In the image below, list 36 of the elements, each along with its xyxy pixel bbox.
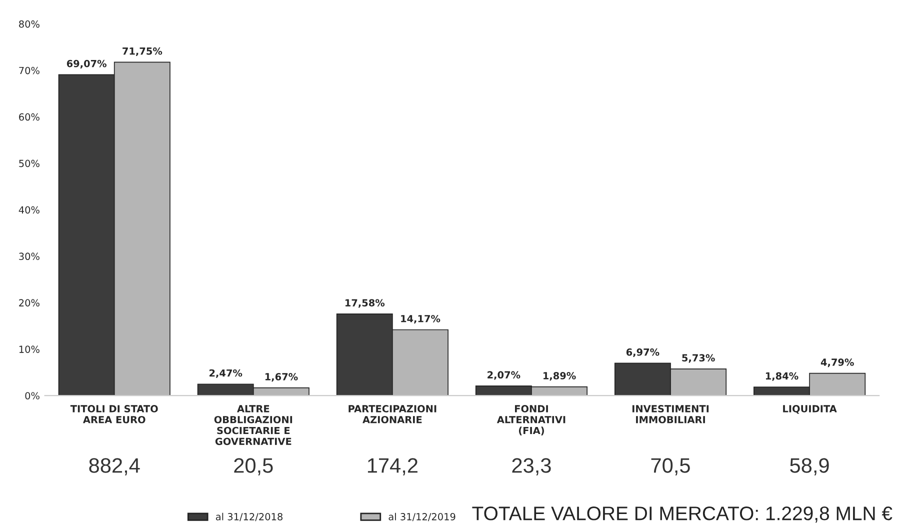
x-tick-label: PARTECIPAZIONI AZIONARIE [348,405,436,424]
y-tick-label: 20% [19,299,40,306]
x-tick-label: LIQUIDITA [783,405,837,414]
x-tick-label: ALTRE OBBLIGAZIONI SOCIETARIE E GOVERNATIVE [214,405,292,446]
x-tick-label: INVESTIMENTI IMMOBILIARI [632,405,709,424]
text: 70,5 [651,458,690,476]
data-label: 69,07% [66,60,106,68]
y-tick-label: 40% [18,206,40,214]
data-label: 2,07% [488,371,520,380]
y-tick-label: 50% [19,160,40,168]
text: 174,2 [368,458,418,476]
x-tick-label: FONDI ALTERNATIVI (FIA) [496,405,566,436]
y-tick-label: 80% [19,20,40,28]
text: 58,9 [790,458,829,476]
text: 882,4 [89,458,140,476]
data-label: 14,17% [401,314,440,324]
y-tick-label: 10% [19,346,40,353]
data-label: 1,67% [265,373,298,382]
text: 23,3 [512,458,551,476]
y-tick-label: 0% [25,392,40,400]
data-label: 17,58% [345,299,385,308]
data-label: 2,47% [210,369,242,378]
text: 20,5 [234,458,273,476]
data-label: 4,79% [820,358,854,368]
x-tick-label: TITOLI DI STATO AREA EURO [70,405,158,424]
data-label: 1,89% [544,372,576,381]
data-label: 5,73% [682,354,715,363]
data-label: 1,84% [766,372,798,381]
data-label: 71,75% [122,47,162,56]
y-tick-label: 60% [19,113,40,121]
legend-label: al 31/12/2019 [388,512,456,522]
legend-label: al 31/12/2018 [216,512,282,522]
data-label: 6,97% [626,348,660,358]
y-tick-label: 70% [19,66,40,74]
y-tick-label: 30% [19,252,40,260]
text: TOTALE VALORE DI MERCATO: 1.229,8 MLN € [472,506,892,523]
